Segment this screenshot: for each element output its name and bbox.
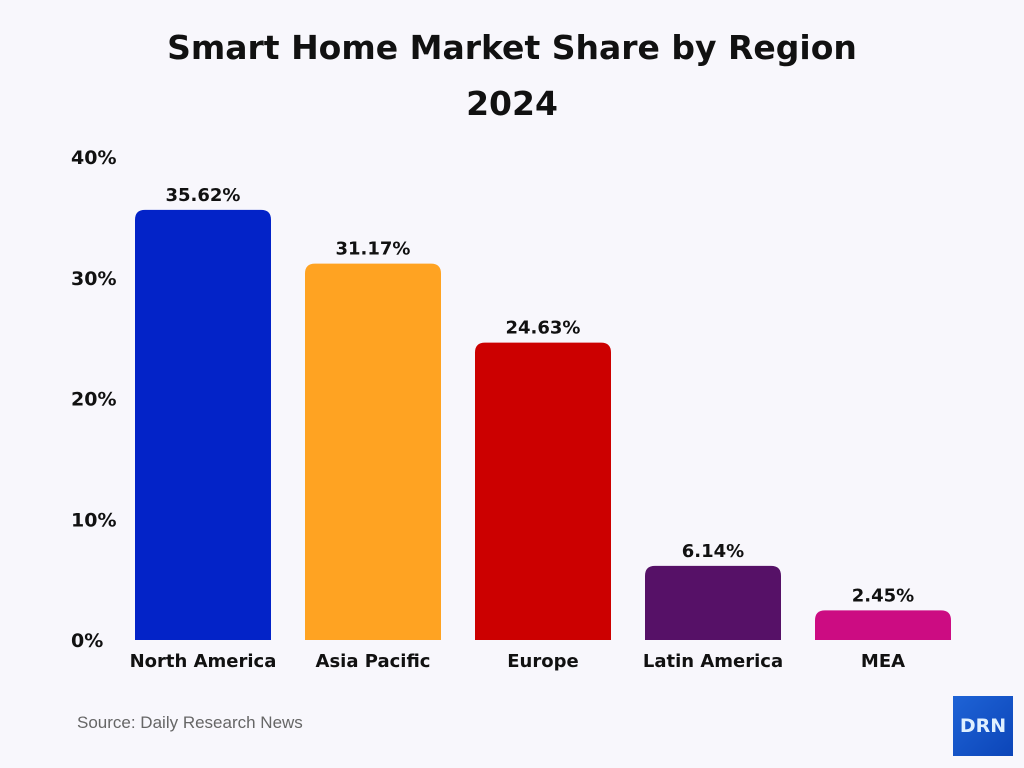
data-label: 2.45%	[852, 585, 914, 606]
chart-subtitle: 2024	[466, 84, 558, 123]
drn-logo: DRN	[953, 696, 1013, 756]
y-tick-label: 30%	[71, 268, 116, 290]
chart-title: Smart Home Market Share by Region	[167, 28, 857, 67]
y-tick-label: 10%	[71, 509, 116, 531]
data-label: 24.63%	[506, 318, 581, 339]
bar	[475, 342, 611, 640]
x-tick-label: Europe	[507, 651, 578, 672]
x-tick-label: Latin America	[643, 651, 783, 672]
data-label: 6.14%	[682, 541, 744, 562]
bar	[305, 263, 441, 640]
x-tick-label: Asia Pacific	[316, 651, 431, 672]
y-tick-label: 20%	[71, 389, 116, 411]
data-label: 35.62%	[166, 185, 241, 206]
bar	[815, 610, 951, 640]
y-tick-label: 40%	[71, 147, 116, 169]
bar	[645, 565, 781, 640]
source-note: Source: Daily Research News	[77, 713, 303, 732]
bar	[135, 209, 271, 641]
logo-text: DRN	[959, 715, 1007, 737]
y-tick-label: 0%	[71, 630, 103, 652]
x-tick-label: North America	[130, 651, 277, 672]
x-tick-label: MEA	[861, 651, 905, 672]
data-label: 31.17%	[336, 239, 411, 260]
